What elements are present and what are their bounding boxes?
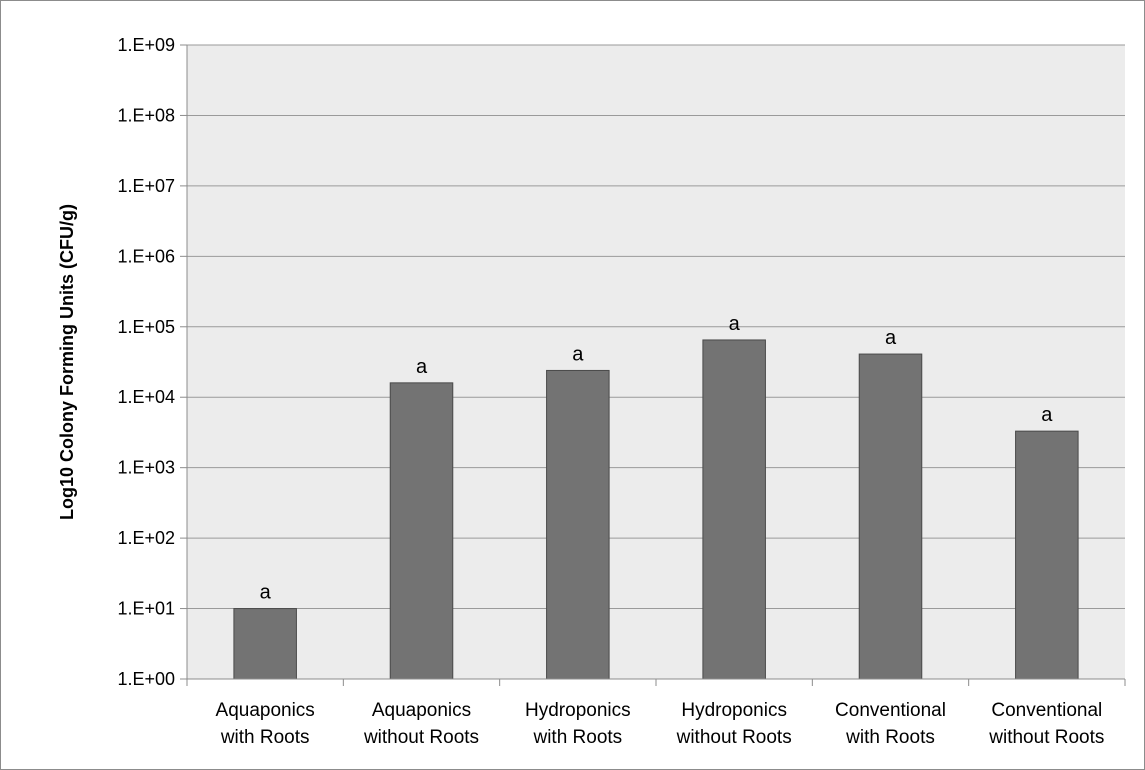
bar-data-label: a (885, 327, 897, 349)
y-tick-label: 1.E+07 (117, 176, 175, 196)
x-category-label: Hydroponics with Roots (525, 700, 631, 748)
bar (233, 608, 297, 680)
bar-data-label: a (416, 356, 428, 378)
plot-area (187, 45, 1125, 679)
axes (186, 45, 1126, 686)
y-tick-label: 1.E+09 (117, 35, 175, 55)
gridlines (180, 44, 1125, 680)
bar-data-label: a (260, 582, 272, 604)
y-tick-label: 1.E+01 (117, 599, 175, 619)
bar (702, 339, 766, 680)
bar (858, 353, 923, 680)
y-tick-label: 1.E+05 (117, 317, 175, 337)
bar-data-label: a (729, 313, 741, 335)
y-axis-tick-labels: 1.E+00 1.E+01 1.E+02 1.E+03 1.E+04 1.E+05 1.E+… (117, 35, 175, 689)
bar-data-label: a (572, 343, 584, 365)
y-tick-label: 1.E+03 (117, 458, 175, 478)
x-category-label: Conventional with Roots (835, 700, 946, 748)
bar (389, 382, 454, 680)
bar (546, 369, 610, 680)
y-tick-label: 1.E+02 (117, 528, 175, 548)
y-tick-label: 1.E+08 (117, 105, 175, 125)
bars (233, 339, 1079, 680)
data-labels: a a a a a a (260, 313, 1054, 604)
x-category-label: Aquaponics without Roots (363, 700, 479, 748)
y-tick-label: 1.E+06 (117, 246, 175, 266)
y-tick-label: 1.E+04 (117, 387, 175, 407)
bar (1015, 430, 1079, 680)
x-axis-category-labels: Aquaponics with Roots Aquaponics without Ro… (216, 700, 1105, 748)
bar-data-label: a (1041, 404, 1053, 426)
x-category-label: Conventional without Roots (988, 700, 1104, 748)
x-category-label: Aquaponics with Roots (216, 700, 315, 748)
x-category-label: Hydroponics without Roots (676, 700, 792, 748)
y-axis-title: Log10 Colony Forming Units (CFU/g) (57, 204, 77, 520)
y-tick-label: 1.E+00 (117, 669, 175, 689)
